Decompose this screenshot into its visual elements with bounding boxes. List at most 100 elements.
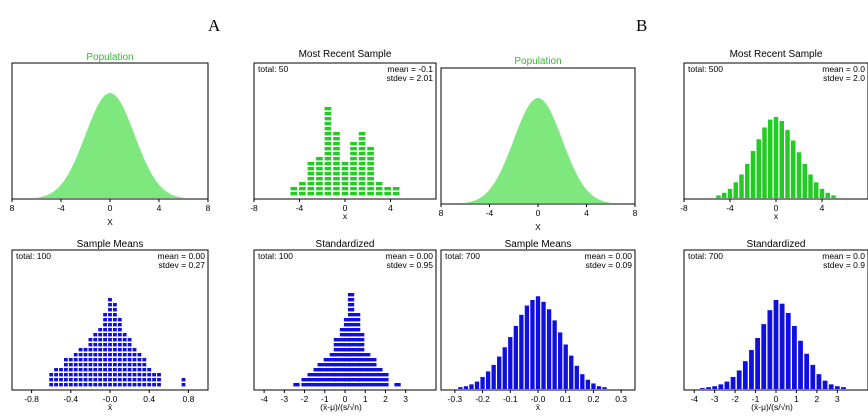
bar-segment (112, 348, 117, 352)
bar-segment (127, 353, 132, 357)
bar-segment (347, 383, 355, 387)
bar-segment (370, 373, 377, 377)
x-tick-label: 3 (403, 394, 408, 404)
histogram-bar (63, 358, 68, 387)
bar-segment (347, 343, 355, 347)
marks (293, 293, 401, 387)
x-tick-label: -2 (301, 394, 309, 404)
bar-segment (333, 132, 340, 136)
bar-segment (98, 358, 103, 362)
histogram-bar (122, 333, 127, 387)
bar-segment (358, 172, 366, 176)
x-tick-label: 0.2 (588, 394, 600, 404)
bar-segment (358, 182, 366, 186)
bar-segment (343, 328, 351, 332)
bar-segment (367, 147, 374, 151)
bar-segment (367, 187, 374, 191)
total-label: total: 700 (688, 251, 723, 261)
bar-segment (329, 358, 337, 362)
bar-segment (316, 172, 323, 176)
x-tick-label: 4 (820, 203, 825, 213)
bar-segment (78, 378, 83, 382)
bar-segment (367, 152, 374, 156)
bar-segment (157, 378, 161, 382)
panel-title: Population (86, 52, 133, 63)
histogram-bar (733, 182, 738, 198)
bar-segment (394, 383, 401, 387)
bar-segment (112, 368, 117, 372)
histogram-bar (341, 162, 349, 196)
marks (49, 298, 186, 387)
bar-segment (112, 363, 117, 367)
histogram-bar (530, 299, 535, 389)
histogram-bar (313, 368, 320, 387)
bar-segment (127, 348, 132, 352)
panel-title: Most Recent Sample (730, 49, 823, 60)
stdev-label: stdev = 0.27 (158, 260, 205, 270)
bar-segment (49, 373, 54, 377)
histogram-bar (358, 132, 366, 196)
histogram-bar (779, 303, 785, 389)
bar-segment (103, 378, 108, 382)
bar-segment (59, 383, 63, 387)
bar-segment (333, 177, 340, 181)
bar-segment (313, 373, 320, 377)
x-tick-label: 0.8 (182, 394, 194, 404)
bar-segment (353, 333, 361, 337)
histogram-bar (745, 164, 750, 198)
bar-segment (93, 368, 98, 372)
histogram-bar (343, 318, 351, 387)
bar-segment (122, 353, 127, 357)
bar-segment (341, 182, 349, 186)
histogram-bar (816, 374, 822, 389)
bar-segment (324, 152, 332, 156)
bar-segment (132, 353, 137, 357)
bar-segment (98, 383, 103, 387)
histogram-bar (513, 325, 518, 389)
bar-segment (122, 343, 127, 347)
histogram-bar (333, 338, 341, 387)
bar-segment (88, 383, 93, 387)
bar-segment (78, 373, 83, 377)
bar-segment (353, 373, 361, 377)
bar-segment (63, 368, 68, 372)
x-tick-label: 4 (388, 203, 393, 213)
bar-segment (353, 323, 361, 327)
bar-segment (367, 162, 374, 166)
histogram-bar (299, 182, 306, 196)
bar-segment (343, 353, 351, 357)
bar-segment (358, 187, 366, 191)
bar-segment (307, 177, 315, 181)
bar-segment (333, 147, 340, 151)
bar-segment (343, 378, 351, 382)
bar-segment (54, 378, 59, 382)
bar-segment (316, 162, 323, 166)
bar-segment (358, 383, 365, 387)
bar-segment (73, 373, 78, 377)
histogram-bar (767, 310, 773, 389)
bar-segment (347, 323, 355, 327)
bar-segment (88, 373, 93, 377)
mean-label: mean = 0.00 (386, 251, 434, 261)
bar-segment (68, 368, 73, 372)
bar-segment (364, 358, 371, 362)
bar-segment (350, 147, 357, 151)
bar-segment (117, 333, 122, 337)
histogram-bar (785, 130, 790, 198)
bar-segment (117, 378, 122, 382)
mean-label: mean = 0.00 (158, 251, 206, 261)
bar-segment (358, 353, 365, 357)
histogram-bar (497, 356, 502, 389)
histogram-bar (137, 353, 142, 387)
bar-segment (49, 383, 54, 387)
histogram-bar (394, 383, 401, 387)
bar-segment (358, 137, 366, 141)
bar-segment (339, 338, 347, 342)
stdev-label: stdev = 2.0 (823, 73, 865, 83)
bar-segment (323, 383, 330, 387)
bar-segment (339, 328, 347, 332)
bar-segment (339, 333, 347, 337)
bar-segment (339, 348, 347, 352)
bar-segment (350, 162, 357, 166)
bar-segment (307, 378, 314, 382)
